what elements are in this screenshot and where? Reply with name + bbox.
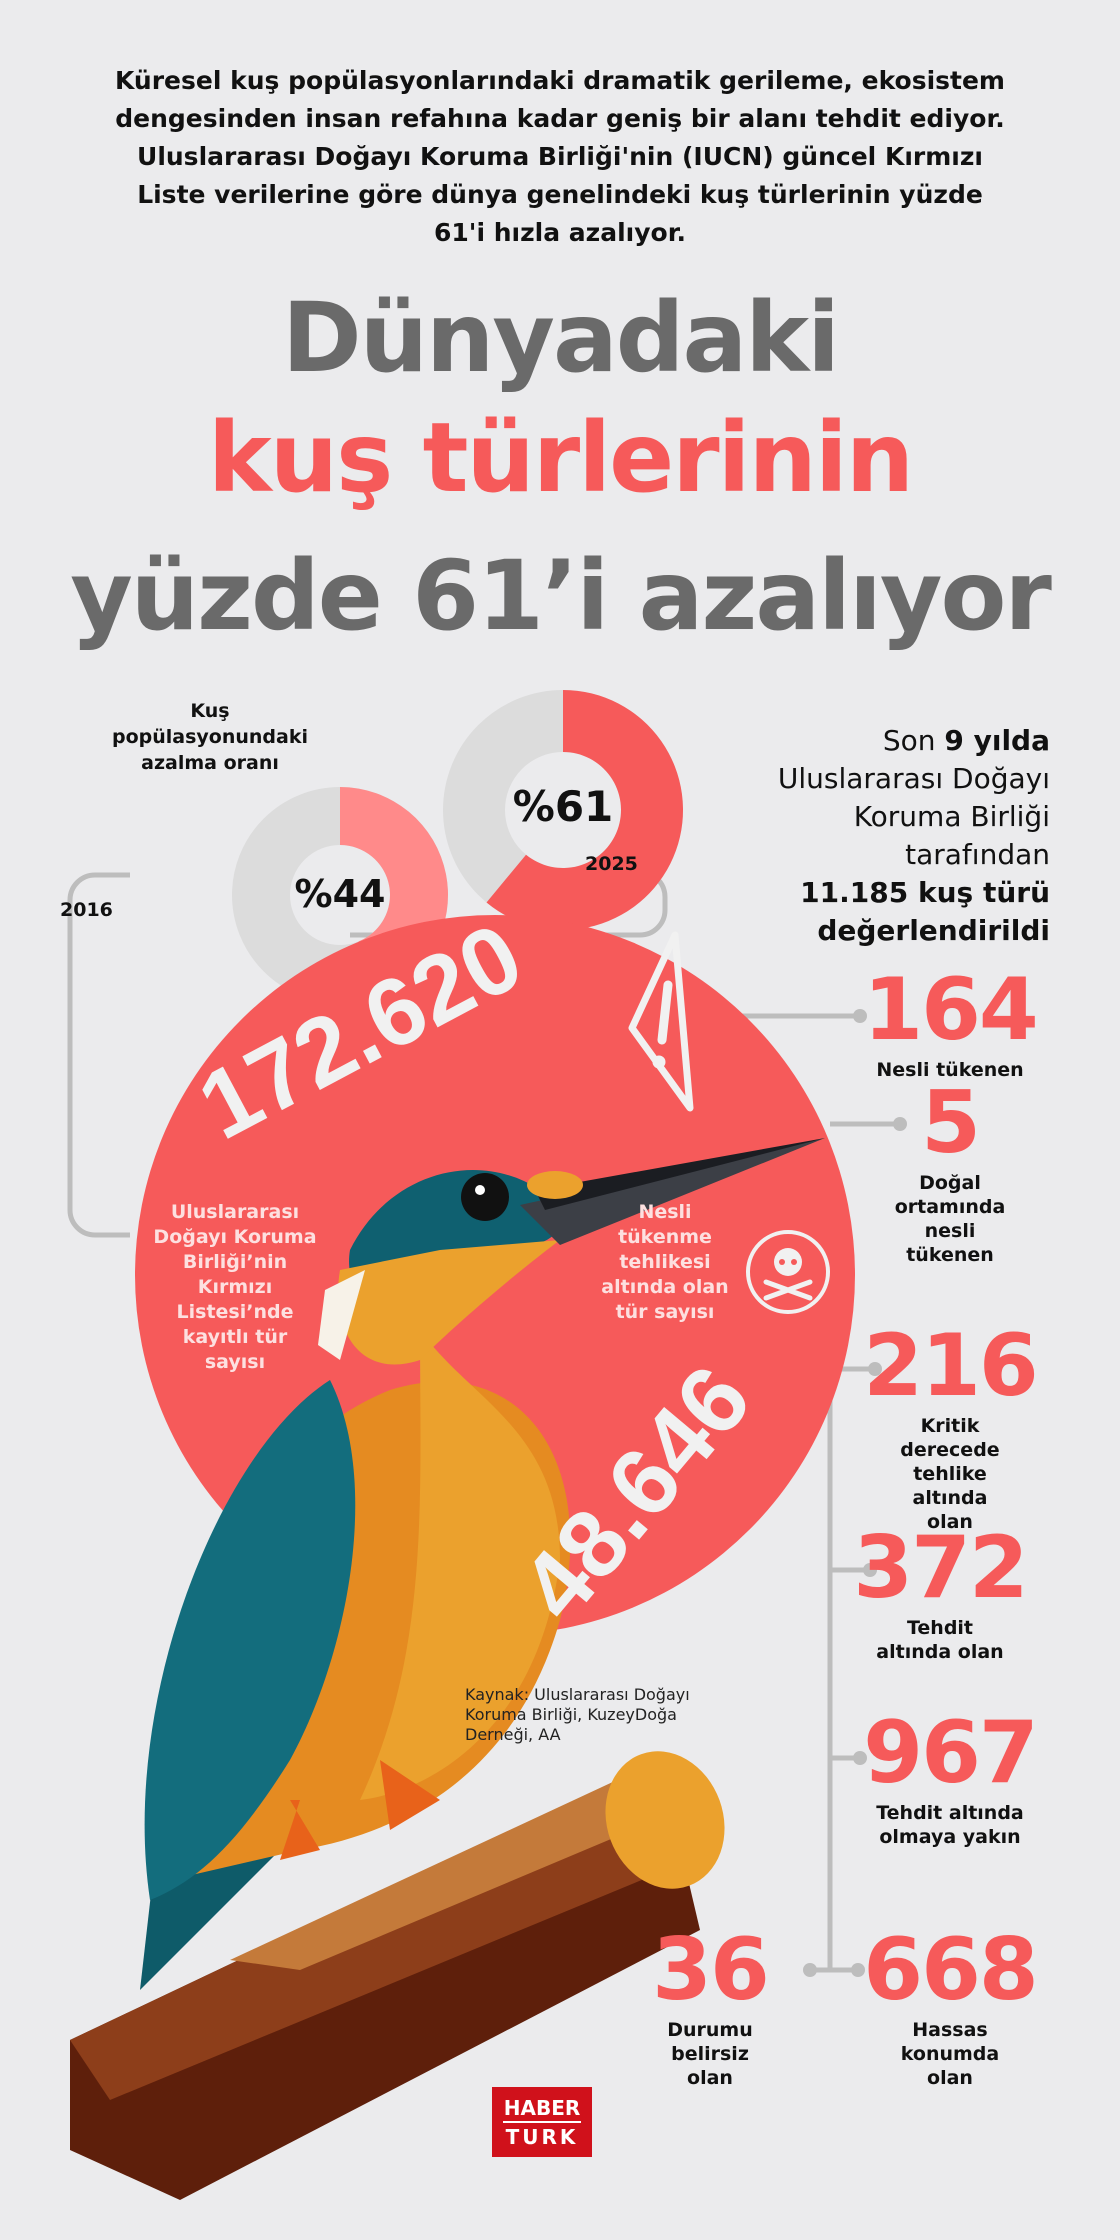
donut-2025-value: %61: [512, 782, 614, 831]
title-line-3: yüzde 61’i azalıyor: [70, 540, 1052, 652]
donut-segment: [486, 690, 684, 930]
title-line-2: kuş türlerinin: [207, 402, 914, 514]
title-line-1: Dünyadaki: [282, 282, 840, 394]
logo-line-2: TURK: [505, 2125, 579, 2149]
stat-near-threatened: 967 Tehdit altında olmaya yakın: [863, 1703, 1039, 1848]
source-note: Kaynak: Uluslararası Doğayı Koruma Birli…: [465, 1685, 690, 1744]
year-2016: 2016: [60, 899, 113, 921]
stat-critically-endangered: 216 Kritik derecede tehlike altında olan: [863, 1316, 1039, 1533]
kingfisher-bird-illustration: [140, 1138, 825, 1990]
assessment-count: 11.185 kuş türü değerlendirildi: [800, 876, 1050, 947]
stat-extinct: 164 Nesli tükenen: [863, 960, 1039, 1081]
stat-data-deficient: 36 Durumu belirsiz olan: [652, 1920, 770, 2089]
total-species-label: Uluslararası Doğayı Koruma Birliği’nin K…: [153, 1201, 317, 1373]
branch-illustration: [70, 1751, 725, 2200]
stat-vulnerable: 668 Hassas konumda olan: [863, 1920, 1039, 2089]
assessment-years: 9 yılda: [944, 724, 1050, 757]
year-2025: 2025: [585, 853, 638, 875]
skull-crossbones-icon: [746, 1230, 830, 1314]
logo-line-1: HABER: [503, 2096, 581, 2120]
donut-2025: [443, 690, 684, 930]
threatened-species-label: Nesli tükenme tehlikesi altında olan tür…: [601, 1201, 729, 1323]
stat-extinct-wild: 5 Doğal ortamında nesli tükenen: [894, 1073, 1006, 1266]
haberturk-logo: [492, 2087, 592, 2157]
connector-dots: [803, 1009, 907, 1977]
donut-caption: Kuş popülasyonundaki azalma oranı: [111, 700, 308, 774]
assessment-mid: Uluslararası Doğayı Koruma Birliği taraf…: [777, 762, 1050, 871]
warning-icon: [628, 931, 694, 1112]
stat-endangered: 372 Tehdit altında olan: [853, 1518, 1029, 1663]
donut-2016-value: %44: [294, 872, 386, 916]
intro-paragraph: Küresel kuş popülasyonlarındaki dramatik…: [114, 66, 1005, 247]
assessment-pre: Son: [882, 724, 945, 757]
assessment-text: Son 9 yılda Uluslararası Doğayı Koruma B…: [690, 722, 1050, 950]
